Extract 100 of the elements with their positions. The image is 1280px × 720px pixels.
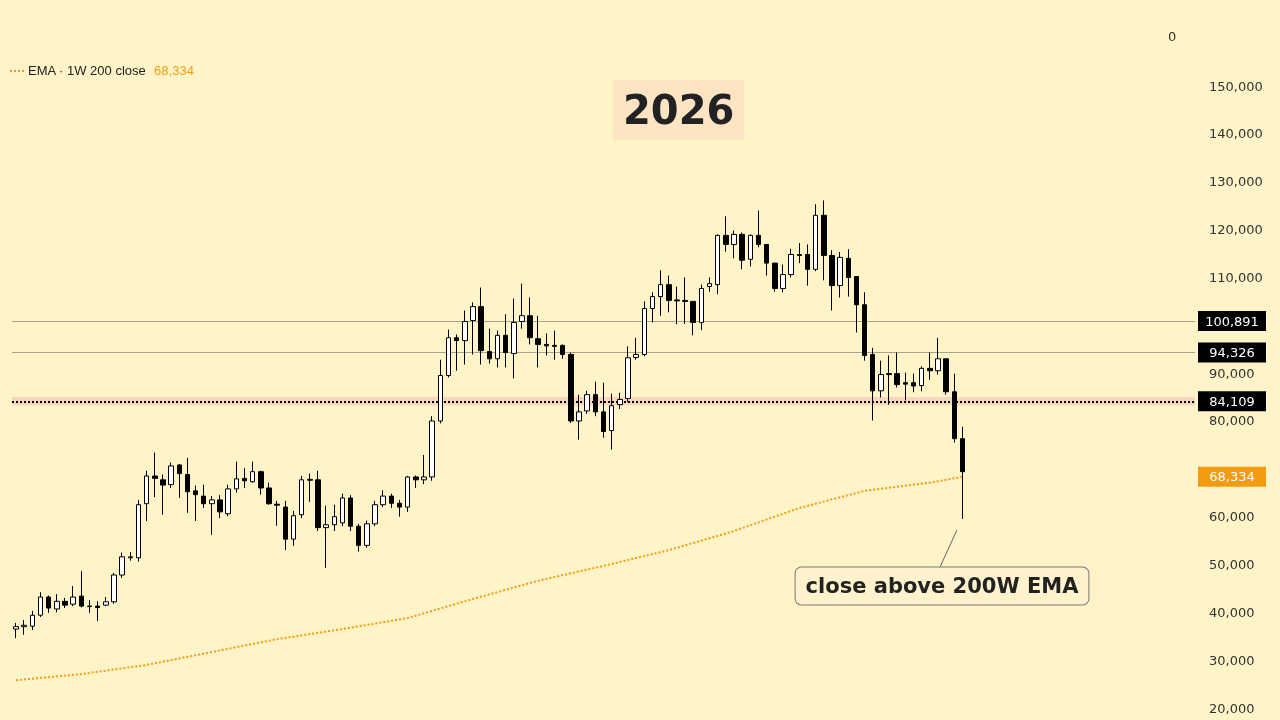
candlestick	[119, 552, 125, 579]
candlestick	[699, 284, 704, 331]
candlestick	[813, 203, 818, 272]
candlestick	[168, 462, 174, 489]
candlestick	[878, 360, 884, 399]
candlestick	[307, 473, 313, 503]
candlestick	[87, 599, 92, 614]
text: 68,334	[1209, 469, 1255, 485]
candlestick	[544, 332, 549, 356]
candlestick	[258, 470, 264, 496]
candlestick	[274, 500, 280, 527]
candlestick	[209, 495, 215, 536]
candlestick	[511, 298, 517, 379]
candlestick	[454, 333, 459, 372]
candlestick	[372, 500, 378, 527]
annotation: close above 200W EMA	[805, 574, 1080, 598]
candlestick	[715, 233, 720, 295]
candlestick	[79, 570, 84, 609]
y-tick-label: 130,000	[1209, 174, 1263, 190]
candlestick	[185, 457, 190, 514]
candlestick	[535, 315, 541, 368]
candlestick	[960, 426, 965, 520]
candlestick	[854, 276, 859, 333]
candlestick	[38, 591, 43, 618]
candlestick	[487, 328, 492, 365]
candlestick	[283, 500, 288, 551]
candlestick	[201, 484, 206, 509]
candlestick	[846, 248, 851, 298]
candlestick	[862, 291, 867, 362]
y-tick-label: 40,000	[1209, 604, 1255, 620]
candlestick	[633, 337, 639, 361]
candlestick	[13, 622, 19, 639]
candlestick	[446, 329, 451, 378]
y-tick-label: 110,000	[1209, 269, 1263, 285]
candlestick	[894, 352, 900, 388]
candlestick	[552, 330, 557, 361]
candlestick	[650, 291, 655, 323]
candlestick	[674, 286, 680, 325]
candlestick	[837, 251, 843, 299]
candlestick	[152, 452, 158, 498]
candlestick	[136, 499, 141, 563]
legend-label: EMA · 1W 200 close	[28, 63, 146, 78]
candlestick	[943, 358, 949, 396]
candlestick	[144, 470, 149, 522]
candlestick	[177, 463, 182, 499]
ref-line-label: 100,891	[1205, 313, 1259, 329]
candlestick	[560, 343, 565, 360]
candlestick	[397, 499, 402, 518]
candlestick	[584, 390, 590, 415]
candlestick	[217, 494, 223, 519]
candlestick	[666, 275, 672, 313]
candlestick	[21, 619, 27, 636]
candlestick	[30, 610, 35, 631]
candlestick	[234, 461, 239, 494]
candlestick	[682, 276, 688, 325]
candlestick	[658, 269, 663, 317]
candlestick	[519, 283, 525, 330]
candlestick	[756, 209, 761, 248]
y-tick-label: 20,000	[1209, 700, 1255, 716]
y-tick-label: 80,000	[1209, 413, 1255, 429]
candlestick	[95, 600, 100, 622]
candlestick	[103, 596, 109, 607]
candlestick	[723, 215, 729, 253]
ref-line-label: 84,109	[1209, 393, 1255, 409]
candlestick	[70, 585, 76, 607]
candlestick	[225, 484, 231, 517]
candlestick	[421, 454, 427, 485]
candlestick	[805, 243, 810, 287]
ref-line-label: 94,326	[1209, 344, 1255, 360]
candlestick	[739, 231, 745, 270]
candlestick	[797, 242, 802, 264]
candlestick	[429, 415, 435, 482]
candlestick	[291, 510, 296, 547]
candlestick	[348, 494, 353, 532]
candlestick	[389, 493, 394, 509]
candlestick	[250, 461, 255, 484]
candlestick	[707, 276, 712, 293]
candlestick	[193, 485, 198, 522]
y-tick-label: 120,000	[1209, 222, 1263, 238]
candlestick	[380, 489, 386, 508]
annotation: 68,334	[154, 63, 194, 78]
candlestick	[299, 475, 304, 519]
candlestick	[690, 300, 696, 336]
candlestick	[332, 504, 337, 532]
candlestick	[62, 597, 68, 609]
candlestick	[160, 474, 166, 516]
candlestick	[748, 233, 753, 267]
y-tick-label: 90,000	[1209, 365, 1255, 381]
candlestick	[462, 309, 468, 366]
candlestick	[470, 301, 476, 355]
candlestick	[935, 337, 941, 376]
candlestick	[54, 593, 60, 613]
candlestick	[503, 313, 508, 368]
candlestick	[568, 352, 574, 424]
y-tick-label: 150,000	[1209, 78, 1263, 94]
candlestick	[266, 482, 272, 506]
candlestick	[242, 467, 247, 489]
candlestick	[780, 264, 786, 293]
y-tick-label: 60,000	[1209, 509, 1255, 525]
annotation: 0	[1168, 29, 1177, 44]
